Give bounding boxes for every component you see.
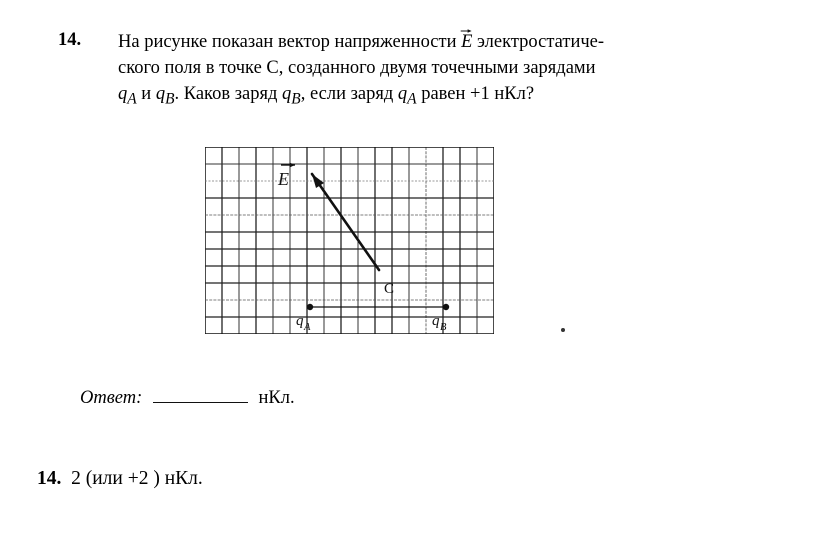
svg-text:E: E <box>277 169 289 189</box>
svg-text:A: A <box>303 322 311 333</box>
svg-text:C: C <box>384 281 394 297</box>
svg-text:q: q <box>432 313 440 329</box>
svg-text:q: q <box>296 313 304 329</box>
svg-text:B: B <box>440 322 447 333</box>
